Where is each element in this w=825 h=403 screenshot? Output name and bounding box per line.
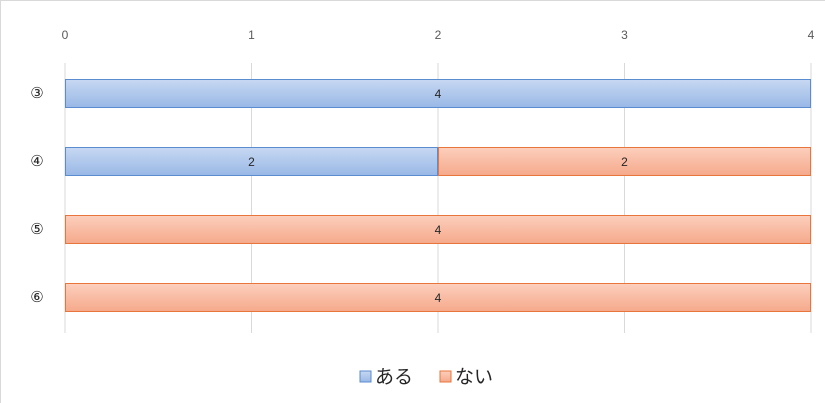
category-label-0: ③	[30, 84, 43, 102]
bars: 4 2 2 4 4	[65, 79, 811, 312]
data-label-2-series-1: 4	[435, 223, 442, 237]
x-tick-label-4: 4	[808, 28, 815, 42]
bar-1-series-0	[65, 147, 438, 176]
category-label-2: ⑤	[30, 220, 43, 238]
category-label-3: ⑥	[30, 288, 43, 306]
data-label-3-series-1: 4	[435, 291, 442, 305]
bar-3-series-1	[65, 283, 811, 312]
legend-label-1: ない	[455, 366, 493, 388]
x-tick-label-0: 0	[62, 28, 69, 42]
legend-label-0: ある	[375, 366, 413, 388]
legend: ある ない	[359, 366, 493, 388]
legend-swatch-1	[439, 370, 452, 383]
x-tick-label-2: 2	[435, 28, 442, 42]
bar-1-series-1	[438, 147, 811, 176]
x-tick-label-3: 3	[621, 28, 628, 42]
x-tick-label-1: 1	[248, 28, 255, 42]
category-label-1: ④	[30, 152, 43, 170]
bar-2-series-1	[65, 215, 811, 244]
legend-swatch-0	[359, 370, 372, 383]
y-axis-categories: ③ ④ ⑤ ⑥	[30, 84, 43, 306]
data-label-0-series-0: 4	[435, 87, 442, 101]
x-axis-ticks: 0 1 2 3 4	[62, 28, 815, 42]
data-label-1-series-0: 2	[248, 155, 255, 169]
data-label-1-series-1: 2	[621, 155, 628, 169]
bar-0-series-0	[65, 79, 811, 108]
